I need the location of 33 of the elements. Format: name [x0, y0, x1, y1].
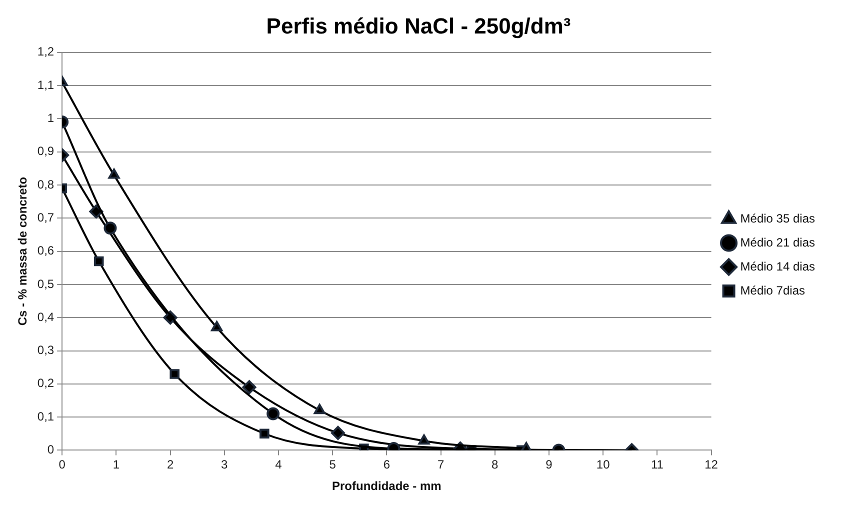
- y-tick-label: 0,8: [37, 177, 54, 192]
- y-tick-label: 0,1: [37, 409, 54, 424]
- y-tick-label: 0: [47, 442, 54, 457]
- chart-title: Perfis médio NaCl - 250g/dm³: [266, 13, 571, 38]
- x-tick-label: 0: [58, 458, 66, 472]
- x-tick-label: 12: [704, 458, 718, 472]
- legend-label: Médio 14 dias: [740, 259, 816, 274]
- x-tick-label: 2: [166, 458, 174, 472]
- x-tick-label: 1: [112, 458, 120, 472]
- y-tick-label: 0,5: [37, 276, 54, 291]
- x-tick-label: 10: [596, 458, 610, 472]
- x-tick-label: 4: [275, 458, 282, 472]
- y-tick-label: 0,4: [37, 310, 54, 324]
- x-tick-label: 6: [383, 458, 390, 472]
- y-tick-label: 0,9: [37, 144, 54, 158]
- legend-label: Médio 21 dias: [740, 235, 816, 250]
- x-tick-label: 3: [221, 458, 228, 472]
- x-tick-label: 5: [329, 458, 336, 472]
- y-tick-label: 0,6: [37, 244, 54, 258]
- x-tick-label: 11: [650, 458, 664, 472]
- y-tick-label: 0,3: [37, 343, 54, 358]
- x-tick-label: 9: [546, 458, 553, 472]
- y-axis-title: Cs - % massa de concreto: [16, 176, 30, 326]
- x-tick-label: 7: [437, 458, 444, 472]
- y-tick-label: 1: [47, 111, 54, 126]
- x-tick-label: 8: [492, 458, 499, 472]
- y-tick-label: 0,2: [37, 376, 54, 390]
- legend-label: Médio 7dias: [740, 283, 806, 298]
- y-tick-label: 1,2: [37, 44, 54, 59]
- y-tick-label: 1,1: [37, 78, 54, 92]
- x-axis-title: Profundidade - mm: [332, 479, 442, 494]
- y-tick-label: 0,7: [37, 210, 54, 224]
- legend-label: Médio 35 dias: [740, 211, 816, 226]
